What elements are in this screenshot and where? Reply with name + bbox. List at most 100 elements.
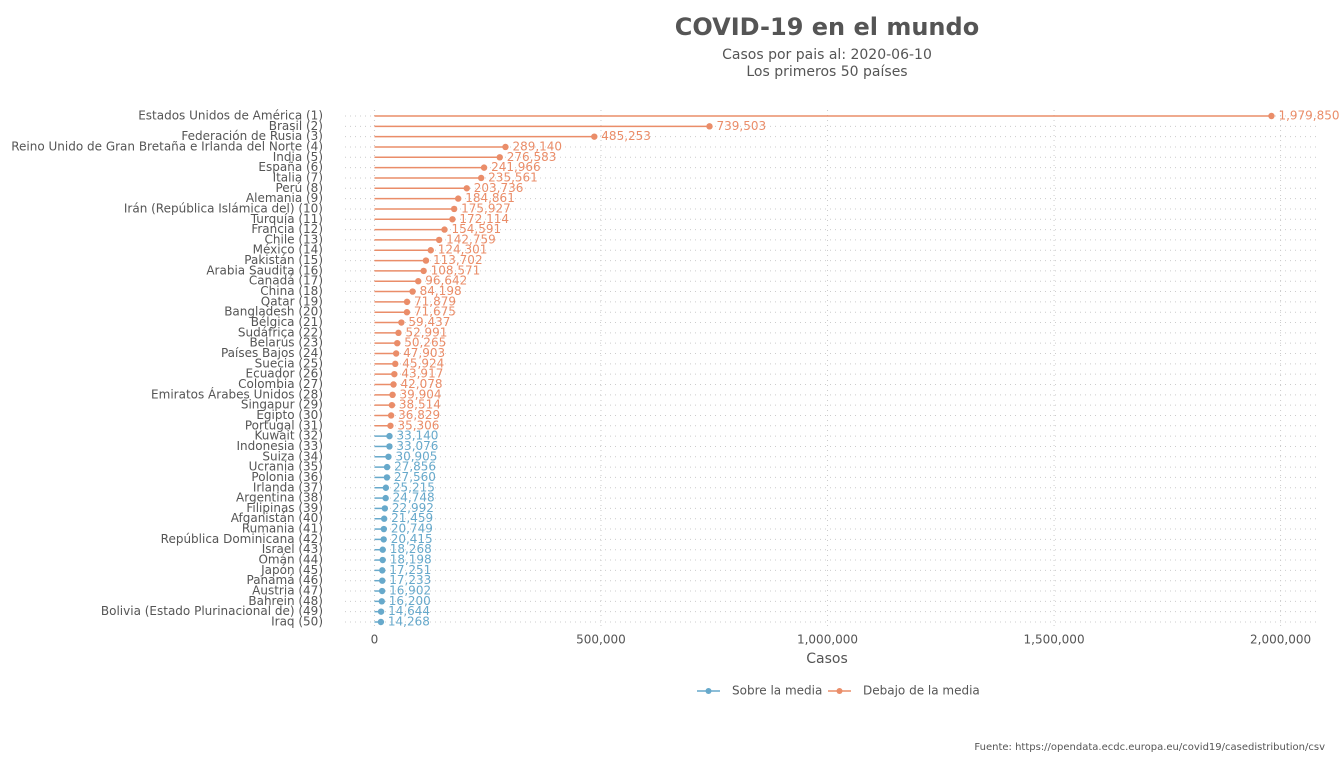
value-label: 47,903: [403, 346, 445, 360]
value-label: 52,991: [405, 325, 447, 339]
y-tick-label: Emiratos Árabes Unidos (28): [151, 386, 323, 401]
y-tick-label: Francia (12): [251, 222, 323, 236]
dot: [382, 494, 389, 502]
dot: [386, 432, 393, 440]
y-tick-label: Italia (7): [273, 170, 323, 184]
dot: [392, 350, 400, 357]
dot: [380, 525, 388, 533]
dot: [496, 154, 503, 161]
y-tick-label: Reino Unido de Gran Bretaña e Irlanda de…: [11, 139, 323, 153]
value-label: 84,198: [420, 284, 462, 298]
y-tick-label: Iraq (50): [271, 615, 323, 629]
y-tick-label: Ecuador (26): [246, 367, 323, 381]
dot: [391, 370, 398, 378]
value-label: 42,078: [401, 377, 443, 391]
y-tick-label: Sudáfrica (22): [238, 325, 323, 339]
dot: [477, 174, 485, 182]
y-tick-label: Suecia (25): [255, 356, 323, 370]
dot: [591, 133, 598, 140]
y-tick-label: Polonia (36): [251, 470, 323, 484]
value-label: 71,675: [414, 305, 456, 319]
dot: [395, 329, 402, 337]
dot: [379, 567, 386, 574]
y-tick-label: Turquía (11): [250, 212, 323, 226]
value-label: 24,748: [393, 491, 435, 505]
y-tick-label: Rumania (41): [242, 522, 323, 536]
value-label: 184,861: [465, 191, 515, 205]
y-tick-label: Canadá (17): [249, 274, 323, 288]
value-label: 71,879: [414, 294, 456, 308]
value-label: 50,265: [404, 336, 446, 350]
dot: [392, 360, 399, 368]
dot: [455, 195, 462, 202]
dot: [388, 401, 396, 409]
dot: [441, 226, 448, 233]
y-tick-label: Kuwait (32): [254, 429, 323, 443]
value-label: 20,415: [391, 532, 433, 546]
y-tick-label: Portugal (31): [245, 418, 323, 432]
dot: [427, 247, 434, 254]
value-label: 14,644: [388, 604, 430, 618]
y-tick-label: Austria (47): [252, 584, 323, 598]
value-label: 17,251: [389, 563, 431, 577]
value-label: 241,966: [491, 160, 541, 174]
value-label: 289,140: [512, 139, 562, 153]
dot: [378, 587, 386, 595]
value-label: 235,561: [488, 170, 538, 184]
y-tick-label: Estados Unidos de América (1): [138, 109, 323, 123]
value-label: 142,759: [446, 232, 496, 246]
x-tick-label: 1,500,000: [1024, 633, 1085, 647]
value-label: 20,749: [391, 522, 433, 536]
value-label: 33,076: [396, 439, 438, 453]
y-tick-label: Países Bajos (24): [221, 346, 323, 360]
y-tick-label: Perú (8): [275, 181, 323, 195]
value-label: 36,829: [398, 408, 440, 422]
value-label: 30,905: [395, 449, 437, 463]
value-label: 59,437: [408, 315, 450, 329]
dot: [435, 236, 443, 244]
dot: [706, 123, 713, 130]
x-tick-label: 1,000,000: [797, 633, 858, 647]
value-label: 27,560: [394, 470, 436, 484]
y-tick-label: Filipinas (39): [246, 501, 323, 515]
y-tick-label: Alemania (9): [246, 191, 323, 205]
dot: [415, 278, 422, 285]
value-label: 45,924: [402, 356, 444, 370]
y-tick-label: Pakistán (15): [244, 253, 323, 267]
value-label: 17,233: [389, 573, 431, 587]
y-tick-label: Irán (República Islámica del) (10): [124, 201, 323, 215]
legend-swatch-dot: [705, 688, 712, 694]
y-tick-label: Arabia Saudita (16): [206, 263, 323, 277]
value-label: 18,268: [390, 542, 432, 556]
chart-subtitle: Casos por pais al: 2020-06-10: [722, 47, 932, 63]
y-tick-label: Ucrania (35): [249, 460, 323, 474]
y-tick-label: Irlanda (37): [253, 480, 323, 494]
value-label: 35,306: [397, 418, 439, 432]
y-tick-label: Argentina (38): [236, 491, 323, 505]
value-label: 203,736: [474, 181, 524, 195]
dot: [385, 453, 392, 460]
y-tick-label: Belarús (23): [249, 336, 323, 350]
value-label: 485,253: [601, 129, 651, 143]
y-tick-label: Afganistán (40): [231, 511, 323, 525]
value-label: 16,200: [389, 594, 431, 608]
dot: [379, 556, 386, 564]
x-tick-label: 2,000,000: [1250, 633, 1311, 647]
dot: [377, 608, 385, 615]
y-tick-label: Egipto (30): [256, 408, 323, 422]
dot: [390, 381, 397, 388]
y-tick-label: España (6): [258, 160, 323, 174]
dot: [420, 267, 427, 275]
y-tick-label: Bélgica (21): [251, 315, 323, 329]
value-label: 21,459: [391, 511, 433, 525]
dot: [381, 505, 389, 512]
value-label: 172,114: [459, 212, 509, 226]
dot: [409, 288, 416, 295]
dot: [403, 309, 411, 316]
value-label: 124,301: [438, 243, 488, 257]
y-tick-label: Singapur (29): [241, 398, 323, 412]
value-label: 18,198: [390, 553, 432, 567]
y-tick-label: Israel (43): [262, 542, 323, 556]
dot: [398, 319, 405, 326]
value-label: 25,215: [393, 480, 435, 494]
